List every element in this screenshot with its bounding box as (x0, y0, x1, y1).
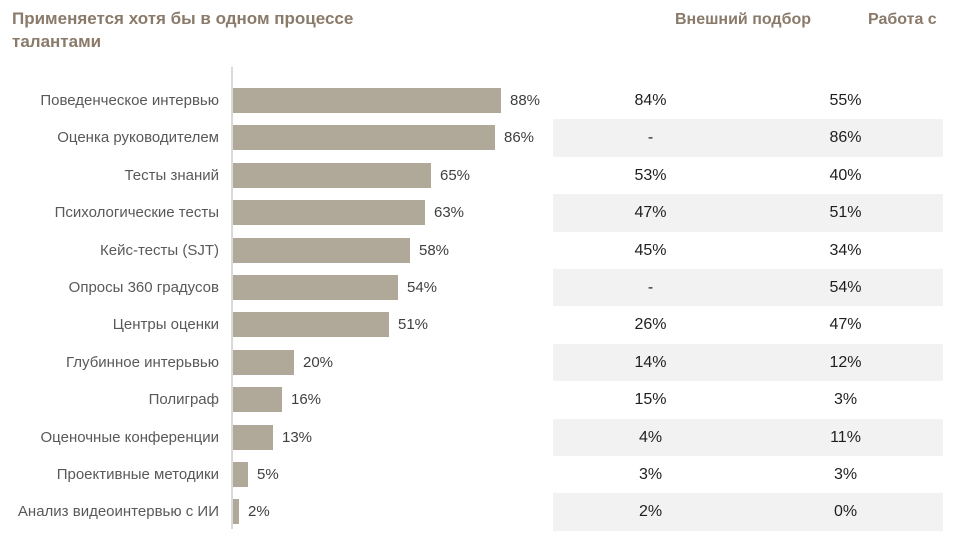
bar-value-label: 16% (291, 391, 322, 409)
table-row: Поведенческое интервью 88% 84% 55% (0, 82, 970, 119)
bar (233, 499, 239, 525)
talent-management-value: 12% (829, 353, 862, 371)
bar (233, 312, 389, 338)
table-row: Анализ видеоинтервью с ИИ 2% 2% 0% (0, 493, 970, 531)
talent-management-value: 0% (833, 503, 858, 521)
table-row: Опросы 360 градусов 54% - 54% (0, 268, 970, 307)
external-recruiting-value: 2% (638, 503, 663, 521)
talent-management-value: 55% (829, 92, 862, 109)
bar (233, 424, 273, 450)
category-label: Глубинное интерьвью (66, 353, 219, 371)
table-row: Центры оценки 51% 26% 47% (0, 306, 970, 343)
bar-value-label: 63% (434, 204, 465, 222)
category-label: Поведенческое интервью (40, 92, 219, 109)
category-label: Полиграф (148, 391, 219, 409)
talent-management-value: 51% (829, 204, 862, 222)
talent-management-value: 86% (829, 129, 862, 147)
talent-management-value: 3% (833, 465, 858, 483)
category-label: Оценочные конференции (40, 428, 219, 446)
row-stripe (553, 268, 943, 307)
table-row: Оценочные конференции 13% 4% 11% (0, 418, 970, 456)
bar-value-label: 58% (419, 241, 450, 259)
bar (233, 200, 425, 226)
bar-value-label: 86% (504, 129, 535, 147)
category-label: Опросы 360 градусов (68, 278, 219, 296)
talent-management-value: 11% (830, 428, 861, 446)
talent-management-value: 3% (833, 391, 858, 409)
row-stripe (553, 119, 943, 157)
talent-management-value: 47% (829, 316, 862, 334)
bar-value-label: 51% (398, 316, 429, 334)
bar (233, 349, 294, 375)
external-recruiting-value: 26% (634, 316, 667, 334)
category-label: Центры оценки (112, 316, 219, 334)
column-header-external-recruiting: Внешний подбор (674, 11, 812, 28)
table-row: Глубинное интерьвью 20% 14% 12% (0, 343, 970, 382)
bar (233, 461, 248, 487)
category-label: Анализ видеоинтервью с ИИ (17, 503, 219, 521)
row-stripe (553, 194, 943, 232)
external-recruiting-value: - (647, 129, 654, 147)
bar (233, 162, 431, 188)
table-row: Тесты знаний 65% 53% 40% (0, 157, 970, 194)
table-row: Оценка руководителем 86% - 86% (0, 119, 970, 157)
bar (233, 387, 282, 413)
table-row: Психологические тесты 63% 47% 51% (0, 194, 970, 232)
bar (233, 88, 501, 113)
page-title: Применяется хотя бы в одном процессе тал… (12, 9, 354, 51)
external-recruiting-value: 15% (634, 391, 667, 409)
category-label: Кейс-тесты (SJT) (100, 241, 219, 259)
category-label: Тесты знаний (124, 166, 219, 184)
external-recruiting-value: 53% (634, 166, 667, 184)
table-row: Проективные методики 5% 3% 3% (0, 456, 970, 493)
bar-value-label: 88% (510, 92, 541, 109)
talent-management-value: 34% (829, 241, 862, 259)
talent-management-value: 54% (829, 278, 862, 296)
bar-value-label: 13% (282, 428, 313, 446)
external-recruiting-value: 84% (634, 92, 667, 109)
external-recruiting-value: 4% (638, 428, 663, 446)
bar (233, 125, 495, 151)
bar-value-label: 54% (407, 278, 438, 296)
bar-value-label: 5% (257, 465, 279, 483)
external-recruiting-value: 3% (638, 465, 663, 483)
row-stripe (553, 343, 943, 382)
axis-line (231, 67, 233, 529)
row-stripe (553, 418, 943, 456)
table-row: Кейс-тесты (SJT) 58% 45% 34% (0, 232, 970, 269)
bar (233, 274, 398, 300)
category-label: Проективные методики (56, 465, 219, 483)
row-stripe (553, 493, 943, 531)
bar-value-label: 65% (440, 166, 471, 184)
bar (233, 237, 410, 263)
category-label: Психологические тесты (54, 204, 219, 222)
external-recruiting-value: 47% (634, 204, 667, 222)
bar-value-label: 20% (303, 353, 334, 371)
external-recruiting-value: 14% (634, 353, 667, 371)
talent-management-value: 40% (829, 166, 862, 184)
column-header-talent-management: Работа с (868, 11, 937, 28)
external-recruiting-value: 45% (634, 241, 667, 259)
bar-value-label: 2% (248, 503, 270, 521)
chart-rows: Поведенческое интервью 88% 84% 55% Оценк… (0, 82, 970, 531)
category-label: Оценка руководителем (57, 129, 219, 147)
table-row: Полиграф 16% 15% 3% (0, 381, 970, 418)
external-recruiting-value: - (647, 278, 654, 296)
